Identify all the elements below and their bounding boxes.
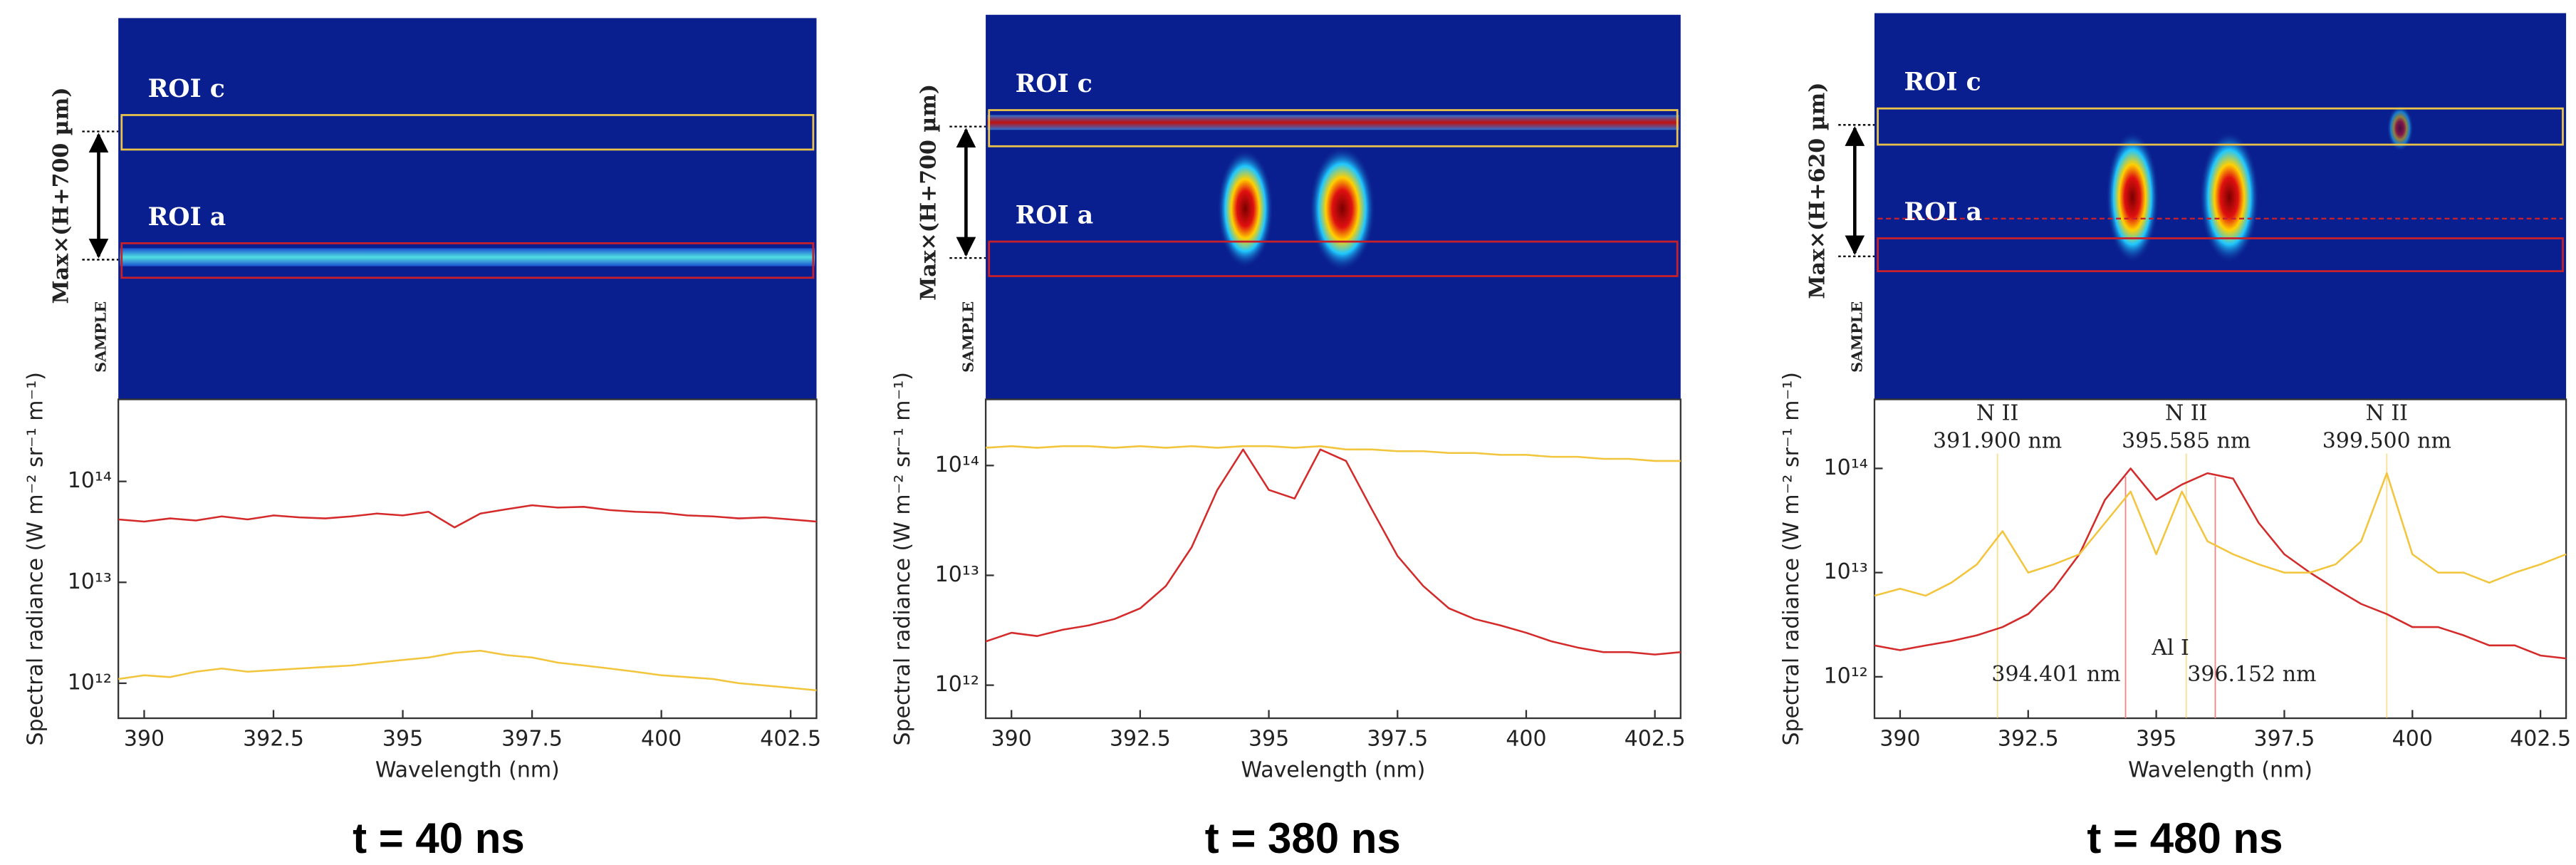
plot-area: [117, 398, 818, 720]
annotation-species: N II: [1976, 400, 2018, 425]
x-tick-label: 400: [2392, 727, 2433, 752]
x-tick-label: 402.5: [760, 727, 821, 752]
roi-a-box: [1877, 237, 2564, 272]
roi-label: ROI c: [148, 75, 225, 103]
x-tick-label: 390: [124, 727, 165, 752]
emission-blob: [2199, 131, 2259, 264]
x-tick-label: 395: [2136, 727, 2176, 752]
y-tick-label: 10¹⁴: [1824, 455, 1868, 480]
y-axis-label: Spectral radiance (W m⁻² sr⁻¹ m⁻¹): [890, 372, 915, 745]
spectrum-line: [985, 448, 1681, 656]
sample-label: SAMPLE: [960, 301, 977, 373]
x-tick-label: 402.5: [1625, 727, 1686, 752]
spectrum-line: [1874, 472, 2567, 597]
x-tick-label: 395: [382, 727, 423, 752]
y-tick-label: 10¹³: [68, 569, 112, 594]
annotation-wavelength: 394.401 nm: [1991, 662, 2120, 687]
spectrum-line: [1874, 467, 2567, 660]
x-tick-label: 400: [641, 727, 682, 752]
y-axis-label: Spectral radiance (W m⁻² sr⁻¹ m⁻¹): [1779, 372, 1804, 746]
emission-stripe: [120, 248, 815, 266]
annotation-species: Al I: [2151, 636, 2189, 661]
y-tick-label: 10¹²: [1824, 663, 1868, 688]
x-tick-label: 397.5: [2254, 727, 2315, 752]
emission-stripe: [987, 115, 1679, 130]
x-axis-label: Wavelength (nm): [1241, 757, 1425, 782]
x-tick-label: 390: [991, 727, 1032, 752]
roi-c-box: [1877, 107, 2564, 146]
emission-blob: [1309, 146, 1375, 271]
roi-a-box: [120, 242, 815, 279]
annotation-wavelength: 395.585 nm: [2122, 428, 2251, 453]
height-label: Max×(H+620 µm): [1805, 83, 1830, 299]
caption: t = 480 ns: [2087, 814, 2283, 862]
x-tick-label: 397.5: [501, 727, 563, 752]
annotation-species: N II: [2366, 400, 2408, 425]
sample-label: SAMPLE: [1848, 301, 1865, 373]
x-tick-label: 395: [1248, 727, 1289, 752]
caption: t = 380 ns: [1205, 814, 1401, 862]
plot-area: [984, 398, 1681, 720]
roi-c-box: [120, 114, 815, 151]
caption: t = 40 ns: [353, 814, 525, 862]
roi-a-box: [988, 240, 1679, 277]
x-axis-label: Wavelength (nm): [2128, 757, 2312, 782]
roi-label: ROI c: [1016, 70, 1093, 98]
x-tick-label: 392.5: [243, 727, 304, 752]
emission-blob: [2106, 131, 2159, 264]
roi-label: ROI c: [1904, 68, 1981, 97]
roi-c-box: [988, 109, 1679, 147]
annotation-wavelength: 391.900 nm: [1933, 428, 2062, 453]
roi-label: ROI a: [1904, 198, 1983, 227]
y-tick-label: 10¹²: [68, 670, 112, 695]
height-label: Max×(H+700 µm): [917, 84, 942, 301]
spectrum-line: [118, 504, 817, 529]
annotation-species: N II: [2165, 400, 2207, 425]
x-tick-label: 397.5: [1367, 727, 1428, 752]
height-label: Max×(H+700 µm): [49, 87, 74, 304]
roi-label: ROI a: [148, 203, 226, 232]
x-tick-label: 392.5: [1998, 727, 2059, 752]
y-tick-label: 10¹³: [1824, 559, 1868, 584]
x-tick-label: 390: [1879, 727, 1920, 752]
y-tick-label: 10¹²: [935, 672, 979, 697]
y-tick-label: 10¹⁴: [68, 468, 112, 493]
x-tick-label: 402.5: [2510, 727, 2571, 752]
x-axis-label: Wavelength (nm): [375, 757, 560, 782]
sample-label: SAMPLE: [93, 301, 110, 373]
annotation-wavelength: 396.152 nm: [2187, 662, 2316, 687]
y-tick-label: 10¹³: [935, 562, 979, 587]
emission-blob: [1217, 149, 1273, 268]
y-axis-label: Spectral radiance (W m⁻² sr⁻¹ m⁻¹): [23, 372, 48, 746]
annotation-wavelength: 399.500 nm: [2322, 428, 2451, 453]
emission-blob: [2387, 105, 2414, 152]
camera-image: [118, 18, 817, 400]
x-tick-label: 392.5: [1110, 727, 1171, 752]
plot-area: [1873, 398, 2567, 720]
y-tick-label: 10¹⁴: [935, 452, 979, 477]
roi-label: ROI a: [1016, 201, 1094, 229]
spectrum-line: [118, 649, 817, 692]
spectrum-line: [985, 445, 1681, 462]
x-tick-label: 400: [1506, 727, 1546, 752]
